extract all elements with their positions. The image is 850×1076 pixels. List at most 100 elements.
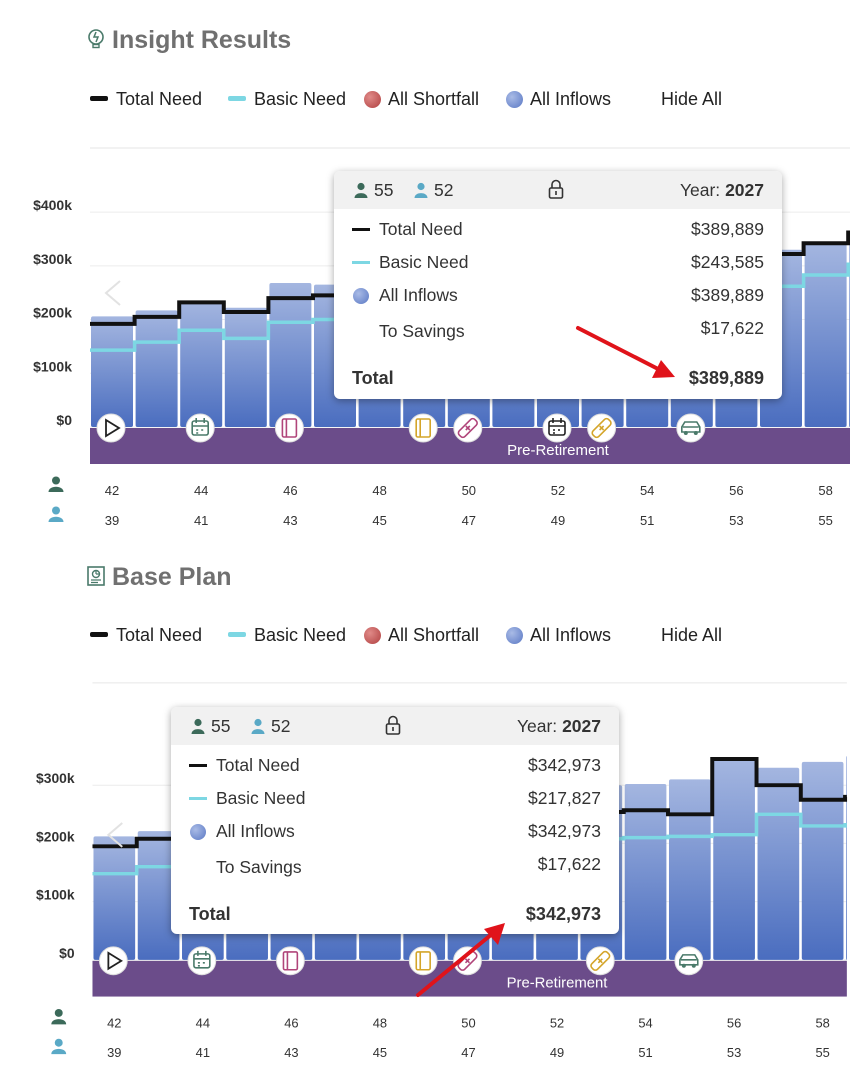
car-wheel — [691, 963, 696, 968]
person-icon — [48, 476, 64, 492]
year-tooltip: 55 52 Year: 2027 Total Need $342,973 Basi… — [171, 707, 619, 934]
report-icon — [86, 565, 106, 587]
year-tooltip: 55 52 Year: 2027 Total Need $389,889 Basi… — [334, 171, 782, 399]
inflow-bar — [180, 300, 223, 427]
age2-label: 53 — [727, 1045, 741, 1060]
y-tick-label: $400k — [33, 197, 72, 213]
bandage-body — [457, 417, 478, 439]
legend-basic-need[interactable]: Basic Need — [228, 88, 346, 110]
event-icon-bg — [98, 946, 128, 976]
phase-label: Pre-Retirement — [507, 976, 609, 992]
event-icon-bg — [674, 946, 704, 976]
legend-basic-need[interactable]: Basic Need — [228, 624, 346, 646]
panel-title-text: Insight Results — [112, 26, 292, 54]
calendar-top — [193, 950, 210, 960]
shortfall-dot-icon — [364, 627, 381, 644]
inflows-dot-icon — [506, 627, 523, 644]
calendar-days — [197, 962, 205, 967]
calendar-days — [196, 429, 204, 434]
age1-label: 48 — [373, 1015, 387, 1030]
tooltip-row-all-inflows: All Inflows $342,973 — [189, 821, 601, 843]
calendar-body — [191, 420, 209, 436]
age2-label: 51 — [638, 1045, 652, 1060]
tooltip-year: Year: 2027 — [516, 716, 601, 736]
total-need-line-icon — [90, 632, 108, 637]
annotation-arrow — [576, 326, 675, 378]
age1-label: 50 — [461, 1015, 475, 1030]
inflows-dot-icon — [506, 91, 523, 108]
age1-label: 44 — [196, 1015, 210, 1030]
legend-total-need[interactable]: Total Need — [90, 624, 202, 646]
person-body — [48, 516, 64, 522]
age2-label: 47 — [462, 513, 476, 528]
inflow-bar — [137, 831, 180, 960]
age1-label: 58 — [815, 1015, 829, 1030]
age2-label: 43 — [284, 1045, 298, 1060]
person-body — [51, 1019, 67, 1025]
age1-label: 56 — [727, 1015, 741, 1030]
tooltip-total: Total $342,973 — [189, 904, 601, 924]
inflow-bar — [846, 756, 847, 960]
person-icon — [414, 182, 428, 198]
inflow-bar — [713, 758, 755, 960]
legend-hide-all[interactable]: Hide All — [661, 625, 723, 645]
basic-need-line-icon — [228, 632, 246, 637]
phase-label: Pre-Retirement — [507, 442, 610, 459]
book-icon — [415, 951, 431, 971]
age2-label: 45 — [372, 513, 386, 528]
person-body — [48, 486, 64, 492]
play-icon — [107, 951, 123, 971]
legend-all-shortfall[interactable]: All Shortfall — [364, 88, 479, 110]
age2-label: 39 — [107, 1045, 121, 1060]
calendar-days — [553, 429, 560, 434]
age2-label: 51 — [640, 513, 654, 528]
book-icon — [282, 951, 299, 971]
tooltip-header: 55 52 Year: 2027 — [171, 707, 619, 745]
inflow-bar — [801, 761, 844, 960]
legend-all-shortfall[interactable]: All Shortfall — [364, 624, 479, 646]
person-icon — [191, 718, 205, 734]
legend-hide-all[interactable]: Hide All — [661, 89, 723, 109]
inflow-bar — [624, 784, 667, 960]
base-plan-panel: $0 $100k $200k $300k Pre-Retirement 42 44 46 48 5… — [0, 536, 850, 1076]
inflow-bar — [135, 310, 178, 427]
inflow-bar — [804, 243, 847, 427]
age1-label: 46 — [284, 1015, 298, 1030]
calendar-body — [193, 953, 211, 969]
y-tick-label: $300k — [36, 770, 75, 786]
insight-results-panel: $0 $100k $200k $300k $400k Pre-Retirement 42 44… — [0, 0, 850, 536]
calendar-icon — [193, 950, 211, 969]
car-wheel — [683, 431, 688, 435]
y-tick-label: $0 — [59, 945, 75, 961]
tooltip-header: 55 52 Year: 2027 — [334, 171, 782, 209]
y-tick-label: $100k — [33, 358, 72, 374]
y-tick-label: $200k — [36, 828, 75, 844]
lock-icon[interactable] — [548, 179, 564, 204]
car-body — [679, 954, 699, 966]
calendar-top — [549, 418, 565, 427]
age1-label: 46 — [283, 483, 297, 498]
panel-title-text: Base Plan — [112, 563, 232, 591]
tooltip-row-basic-need: Basic Need $217,827 — [189, 788, 601, 810]
person2-age: 52 — [251, 716, 290, 737]
age2-label: 49 — [550, 1045, 564, 1060]
lock-icon[interactable] — [385, 715, 401, 740]
age1-label: 42 — [107, 1015, 121, 1030]
person-icon — [251, 718, 265, 734]
age1-label: 50 — [462, 483, 476, 498]
tooltip-row-total-need: Total Need $342,973 — [189, 755, 601, 777]
tooltip-row-total-need: Total Need $389,889 — [352, 219, 764, 241]
calendar-body — [548, 420, 566, 436]
bandage-icon — [457, 417, 478, 439]
legend-total-need[interactable]: Total Need — [90, 88, 202, 110]
age1-label: 58 — [818, 483, 832, 498]
age1-label: 56 — [729, 483, 743, 498]
legend-all-inflows[interactable]: All Inflows — [506, 88, 611, 110]
car-wheel — [681, 963, 686, 968]
event-icons — [96, 413, 706, 443]
tooltip-total: Total $389,889 — [352, 368, 764, 388]
age2-label: 41 — [194, 513, 208, 528]
legend-all-inflows[interactable]: All Inflows — [506, 624, 611, 646]
person-head — [52, 506, 60, 515]
age2-label: 55 — [815, 1045, 829, 1060]
